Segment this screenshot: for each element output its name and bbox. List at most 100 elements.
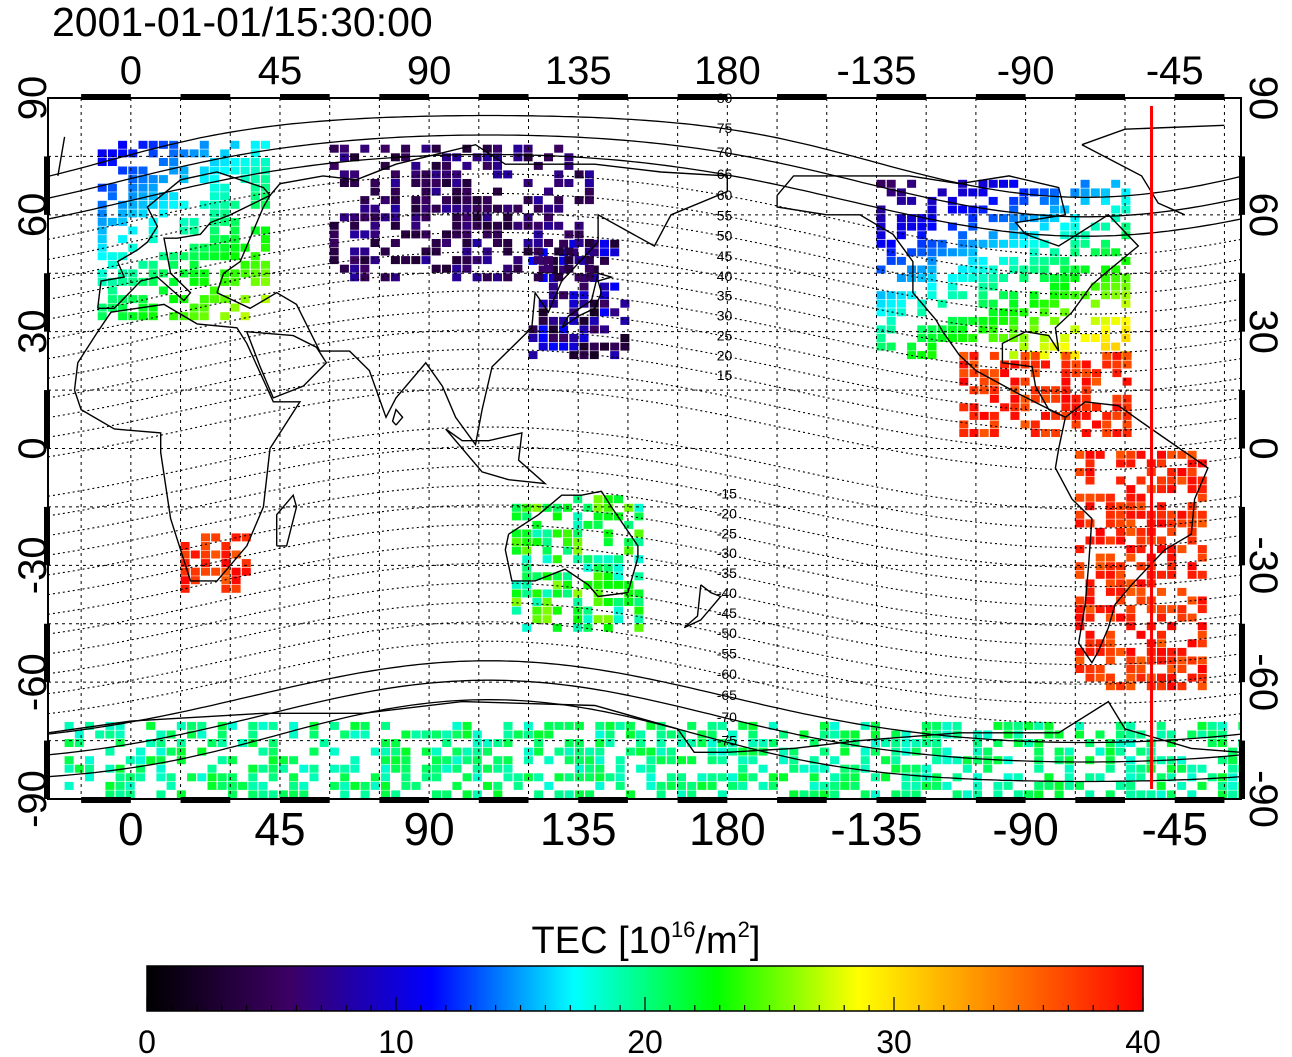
tec-cell bbox=[860, 756, 870, 765]
tec-cell bbox=[1034, 756, 1044, 765]
tec-cell bbox=[391, 747, 401, 756]
tec-cell bbox=[958, 334, 968, 342]
tec-cell bbox=[1115, 781, 1125, 790]
tec-cell bbox=[932, 781, 942, 790]
tec-cell bbox=[1136, 673, 1146, 682]
tec-cell bbox=[932, 721, 942, 730]
tec-cell bbox=[624, 589, 634, 598]
tec-cell bbox=[958, 248, 968, 257]
tec-cell bbox=[107, 252, 117, 261]
tec-cell bbox=[1034, 781, 1044, 790]
tec-cell bbox=[1115, 721, 1125, 730]
tec-cell bbox=[958, 291, 968, 300]
tec-cell bbox=[1080, 334, 1090, 342]
tec-cell bbox=[634, 623, 644, 632]
tec-cell bbox=[1050, 316, 1059, 325]
tec-cell bbox=[493, 144, 502, 153]
tec-cell bbox=[1187, 596, 1197, 605]
tec-cell bbox=[891, 730, 901, 739]
tec-cell bbox=[381, 781, 390, 790]
tec-cell bbox=[462, 239, 472, 247]
tec-cell bbox=[523, 247, 533, 256]
tec-cell bbox=[881, 739, 891, 747]
tec-cell bbox=[431, 144, 441, 153]
tec-cell bbox=[538, 265, 548, 274]
tec-cell bbox=[953, 799, 962, 807]
tec-cell bbox=[968, 214, 978, 223]
tec-cell bbox=[1054, 781, 1064, 790]
tec-cell bbox=[896, 214, 906, 223]
tec-cell bbox=[636, 730, 646, 739]
tec-cell bbox=[482, 144, 492, 153]
tec-cell bbox=[1122, 403, 1132, 412]
top-lon-label: 180 bbox=[694, 49, 761, 93]
tec-cell bbox=[968, 265, 978, 274]
tec-cell bbox=[593, 503, 603, 512]
tec-cell bbox=[390, 273, 400, 282]
tec-cell bbox=[482, 273, 492, 282]
tec-cell bbox=[340, 730, 350, 739]
tec-cell bbox=[886, 291, 896, 300]
tec-cell bbox=[896, 256, 906, 265]
tec-cell bbox=[1111, 282, 1121, 291]
tec-cell bbox=[573, 512, 583, 521]
tec-cell bbox=[911, 739, 921, 747]
tec-cell bbox=[350, 153, 360, 162]
tec-cell bbox=[1075, 613, 1085, 622]
tec-cell bbox=[1009, 179, 1019, 188]
tec-cell bbox=[583, 563, 593, 572]
maglat-label: -30 bbox=[717, 545, 737, 561]
tec-cell bbox=[1039, 334, 1049, 342]
tec-cell bbox=[97, 226, 107, 235]
tec-cell bbox=[610, 342, 620, 351]
tec-cell bbox=[963, 799, 972, 807]
coastline-greenland bbox=[57, 124, 1225, 216]
tec-cell bbox=[1177, 682, 1187, 691]
tec-cell bbox=[207, 764, 217, 773]
tec-cell bbox=[840, 730, 850, 739]
tec-cell bbox=[370, 187, 380, 196]
tec-cell bbox=[978, 188, 988, 197]
tec-cell bbox=[1136, 450, 1146, 459]
tec-cell bbox=[148, 277, 158, 286]
tec-cell bbox=[493, 764, 503, 773]
tec-cell bbox=[350, 213, 360, 222]
tec-cell bbox=[1121, 316, 1131, 325]
tec-cell bbox=[210, 286, 219, 295]
tec-cell bbox=[1136, 527, 1146, 536]
tec-cell bbox=[1003, 781, 1013, 790]
tec-cell bbox=[513, 153, 523, 162]
tec-cell bbox=[261, 140, 270, 149]
tec-cell bbox=[1095, 493, 1105, 502]
tec-cell bbox=[1075, 665, 1085, 673]
tec-cell bbox=[146, 756, 156, 765]
tec-cell bbox=[988, 308, 998, 317]
tec-cell bbox=[1197, 682, 1207, 691]
tec-cell bbox=[548, 342, 558, 351]
tec-cell bbox=[978, 325, 988, 334]
tec-cell bbox=[1126, 790, 1136, 799]
tec-cell bbox=[189, 303, 199, 312]
tec-cell bbox=[360, 256, 370, 265]
tec-cell bbox=[907, 196, 917, 205]
tec-cell bbox=[937, 188, 947, 197]
tec-cell bbox=[1197, 493, 1207, 502]
tec-cell bbox=[85, 773, 94, 782]
tec-cell bbox=[289, 790, 299, 799]
tec-cell bbox=[544, 781, 554, 790]
tec-cell bbox=[1167, 468, 1177, 476]
tec-cell bbox=[620, 299, 630, 308]
tec-region-central-america bbox=[959, 351, 1132, 437]
tec-cell bbox=[968, 334, 978, 342]
tec-cell bbox=[1126, 613, 1136, 622]
tec-cell bbox=[589, 265, 599, 274]
frame-bar-top bbox=[379, 94, 430, 100]
tec-cell bbox=[896, 196, 906, 205]
tec-cell bbox=[620, 316, 630, 325]
tec-cell bbox=[584, 170, 594, 179]
tec-cell bbox=[1197, 781, 1207, 790]
tec-cell bbox=[462, 179, 472, 187]
tec-cell bbox=[220, 200, 230, 209]
tec-cell bbox=[1061, 377, 1071, 386]
tec-cell bbox=[927, 256, 937, 265]
